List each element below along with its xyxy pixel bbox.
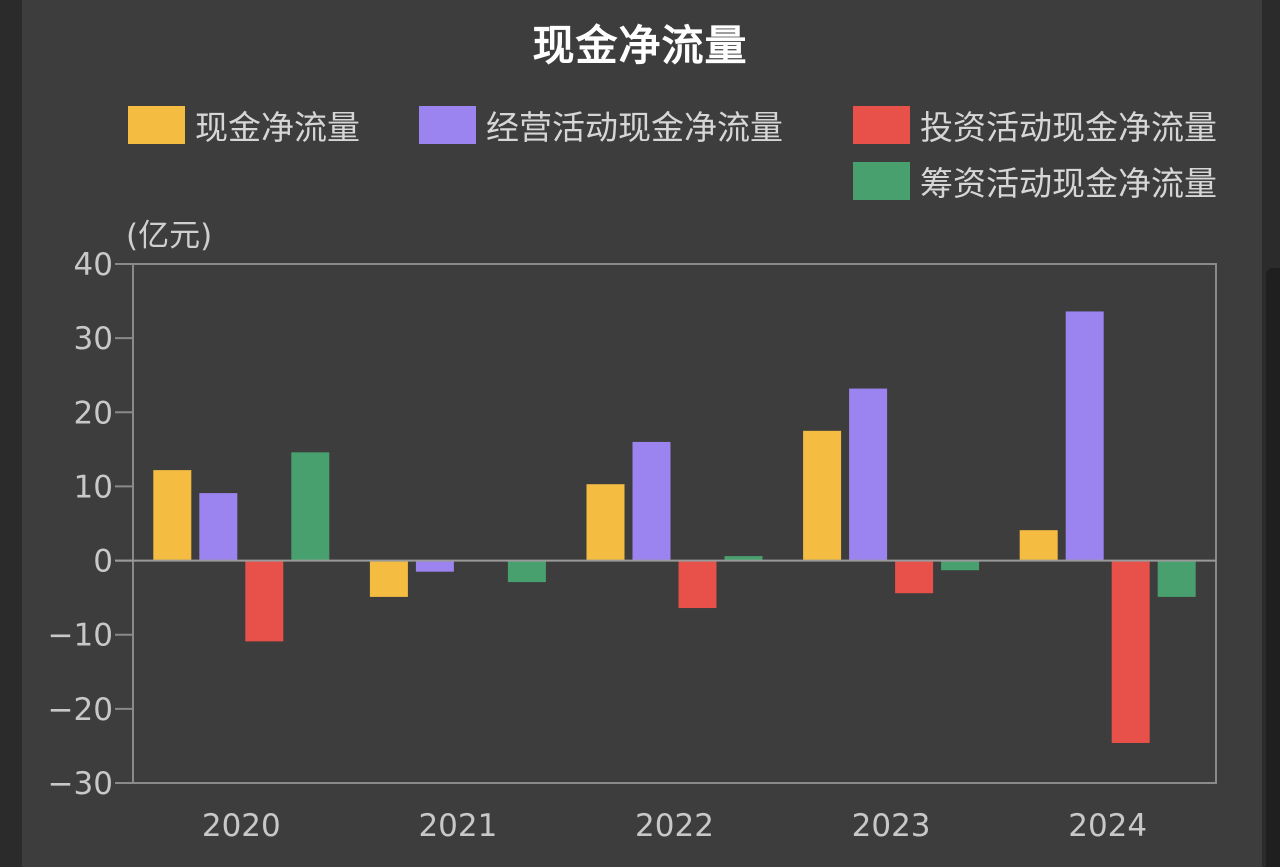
bar-2020-series-1 bbox=[199, 493, 238, 561]
legend-item-operating-cash-flow[interactable]: 经营活动现金净流量 bbox=[419, 103, 783, 147]
bar-2024-series-0 bbox=[1019, 530, 1058, 561]
y-tick-label: −30 bbox=[48, 766, 113, 802]
bar-2024-series-2 bbox=[1111, 560, 1150, 743]
legend-swatch-net-cash-flow bbox=[128, 106, 185, 144]
bar-2022-series-3 bbox=[724, 556, 763, 561]
bar-2023-series-0 bbox=[803, 430, 842, 561]
y-tick-label: −20 bbox=[48, 692, 113, 728]
legend-label-investing-cash-flow: 投资活动现金净流量 bbox=[920, 108, 1217, 147]
bar-2021-series-0 bbox=[369, 560, 408, 597]
scrollbar[interactable] bbox=[1266, 268, 1280, 867]
plot-frame bbox=[132, 263, 1217, 784]
y-tick-label: 40 bbox=[74, 247, 113, 283]
x-tick-label: 2024 bbox=[1068, 808, 1147, 844]
bar-2022-series-2 bbox=[678, 560, 717, 609]
bar-2020-series-0 bbox=[153, 470, 192, 561]
legend-item-financing-cash-flow[interactable]: 筹资活动现金净流量 bbox=[853, 159, 1217, 203]
x-tick-label: 2020 bbox=[202, 808, 281, 844]
bar-2021-series-3 bbox=[507, 560, 546, 583]
bar-2022-series-0 bbox=[586, 484, 625, 561]
legend-swatch-investing-cash-flow bbox=[853, 106, 910, 144]
legend-swatch-operating-cash-flow bbox=[419, 106, 476, 144]
y-tick-label: 20 bbox=[74, 395, 113, 431]
legend-item-investing-cash-flow[interactable]: 投资活动现金净流量 bbox=[853, 103, 1217, 147]
y-tick-label: 0 bbox=[93, 544, 113, 580]
x-tick-label: 2023 bbox=[852, 808, 931, 844]
legend-label-operating-cash-flow: 经营活动现金净流量 bbox=[486, 108, 783, 147]
chart-card bbox=[22, 0, 1262, 867]
bar-2020-series-2 bbox=[245, 560, 284, 642]
chart-title: 现金净流量 bbox=[532, 21, 748, 70]
legend-swatch-financing-cash-flow bbox=[853, 162, 910, 200]
legend-label-net-cash-flow: 现金净流量 bbox=[195, 108, 360, 147]
legend-label-financing-cash-flow: 筹资活动现金净流量 bbox=[920, 164, 1217, 203]
y-tick-label: 10 bbox=[74, 469, 113, 505]
bar-2023-series-2 bbox=[895, 560, 934, 594]
bar-2022-series-1 bbox=[632, 441, 671, 561]
x-tick-label: 2021 bbox=[418, 808, 497, 844]
y-tick-label: 30 bbox=[74, 321, 113, 357]
bar-2023-series-3 bbox=[941, 560, 980, 571]
bar-2024-series-3 bbox=[1157, 560, 1196, 597]
legend-item-net-cash-flow[interactable]: 现金净流量 bbox=[128, 103, 360, 147]
x-tick-label: 2022 bbox=[635, 808, 714, 844]
bar-2021-series-1 bbox=[415, 560, 454, 572]
bar-2020-series-3 bbox=[291, 452, 330, 561]
y-tick-label: −10 bbox=[48, 618, 113, 654]
bar-2023-series-1 bbox=[849, 388, 888, 561]
bar-2024-series-1 bbox=[1065, 311, 1104, 561]
y-axis-unit-label: (亿元) bbox=[126, 218, 213, 254]
